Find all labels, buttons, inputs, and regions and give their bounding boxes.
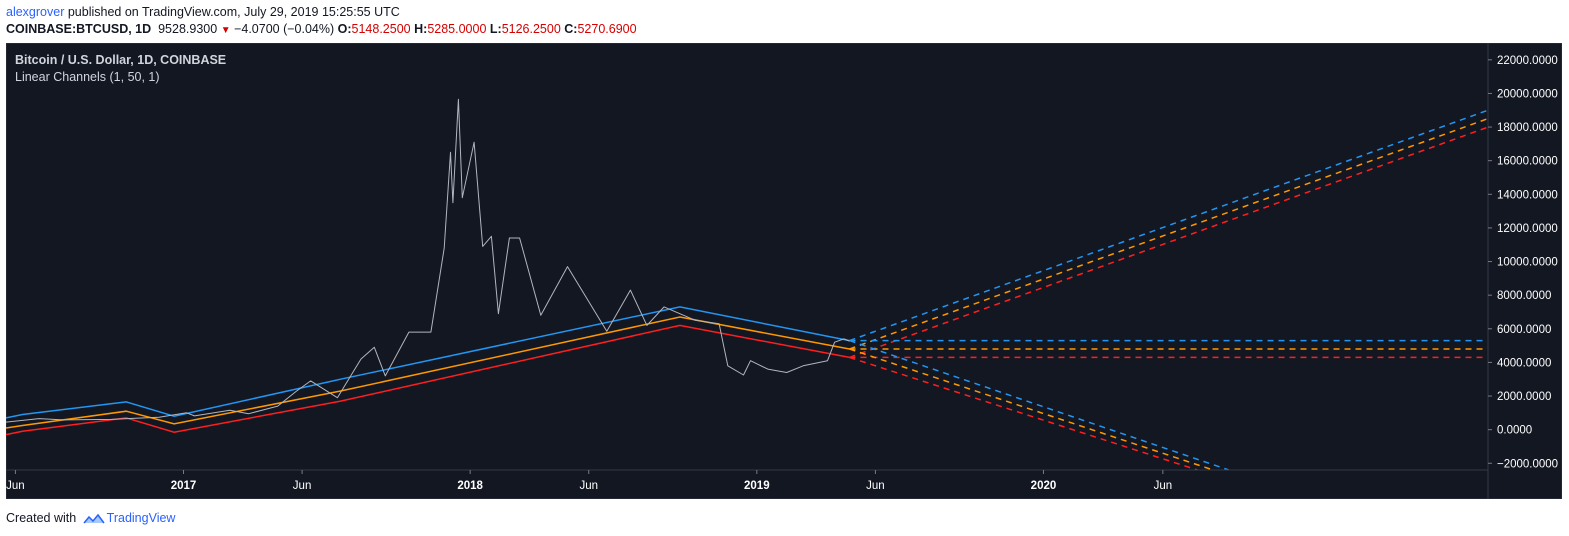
time-tick-label: Jun — [6, 480, 25, 492]
price-tick-label: 12000.0000 — [1497, 223, 1558, 235]
symbol-label: COINBASE:BTCUSD, 1D — [6, 22, 152, 36]
high-value: 5285.0000 — [427, 22, 487, 36]
last-price: 9528.9300 — [158, 22, 218, 36]
price-tick-label: 14000.0000 — [1497, 189, 1558, 201]
price-tick-label: 6000.0000 — [1497, 324, 1551, 336]
low-label: L: — [489, 22, 502, 36]
time-tick-label: 2020 — [1031, 480, 1057, 492]
channel-upper-dashed-line-3 — [849, 109, 1488, 342]
time-tick-label: 2017 — [171, 480, 197, 492]
footer: Created with TradingView — [6, 511, 175, 525]
close-value: 5270.6900 — [577, 22, 637, 36]
channel-upper-dashed-line-9 — [849, 339, 1230, 470]
time-tick-label: Jun — [1154, 480, 1173, 492]
price-tick-label: 10000.0000 — [1497, 257, 1558, 269]
time-tick-label: Jun — [866, 480, 885, 492]
down-triangle-icon: ▼ — [220, 25, 231, 36]
price-tick-label: 20000.0000 — [1497, 88, 1558, 100]
channel-middle-solid-line-1 — [6, 316, 850, 429]
tradingview-link[interactable]: TradingView — [106, 511, 176, 525]
price-tick-label: 8000.0000 — [1497, 290, 1551, 302]
price-chart[interactable]: 22000.0000 20000.0000 18000.0000 16000.0000… — [6, 43, 1562, 499]
price-axis[interactable]: 22000.0000 20000.0000 18000.0000 16000.0000… — [1488, 55, 1558, 470]
channel-lower-dashed-line-5 — [849, 126, 1488, 359]
published-text: published on TradingView.com, July 29, 2… — [64, 5, 400, 19]
publish-info: alexgrover published on TradingView.com,… — [6, 5, 400, 19]
low-value: 5126.2500 — [501, 22, 561, 36]
legend-indicator: Linear Channels (1, 50, 1) — [15, 70, 160, 84]
high-label: H: — [414, 22, 428, 36]
plot-area — [6, 98, 1488, 470]
price-tick-label: 4000.0000 — [1497, 357, 1551, 369]
time-tick-label: Jun — [293, 480, 312, 492]
created-with-label: Created with — [6, 511, 77, 525]
price-tick-label: 16000.0000 — [1497, 156, 1558, 168]
price-change: −4.0700 (−0.04%) — [234, 22, 335, 36]
price-tick-label: 22000.0000 — [1497, 55, 1558, 67]
tradingview-logo-icon — [83, 513, 105, 524]
price-line — [6, 98, 850, 423]
symbol-info-bar: COINBASE:BTCUSD, 1D 9528.9300 ▼ −4.0700 … — [6, 22, 637, 36]
price-tick-label: 0.0000 — [1497, 425, 1532, 437]
open-value: 5148.2500 — [351, 22, 411, 36]
price-tick-label: 18000.0000 — [1497, 122, 1558, 134]
author-link[interactable]: alexgrover — [6, 5, 65, 19]
channel-upper-solid-line-0 — [6, 306, 850, 419]
price-tick-label: −2000.0000 — [1497, 458, 1558, 470]
channel-middle-dashed-line-4 — [849, 117, 1488, 350]
time-axis[interactable]: Jun 2017 Jun 2018 Jun 2019 Jun 2020 Jun — [6, 470, 1172, 492]
channel-middle-dashed-line-10 — [849, 348, 1214, 470]
channel-lower-solid-line-2 — [6, 324, 850, 436]
price-tick-label: 2000.0000 — [1497, 391, 1551, 403]
time-tick-label: Jun — [579, 480, 598, 492]
time-tick-label: 2019 — [744, 480, 770, 492]
close-label: C: — [564, 22, 578, 36]
open-label: O: — [337, 22, 352, 36]
time-tick-label: 2018 — [457, 480, 483, 492]
channel-lower-dashed-line-11 — [849, 356, 1198, 470]
chart-background — [6, 43, 1562, 499]
legend-title: Bitcoin / U.S. Dollar, 1D, COINBASE — [15, 53, 226, 67]
